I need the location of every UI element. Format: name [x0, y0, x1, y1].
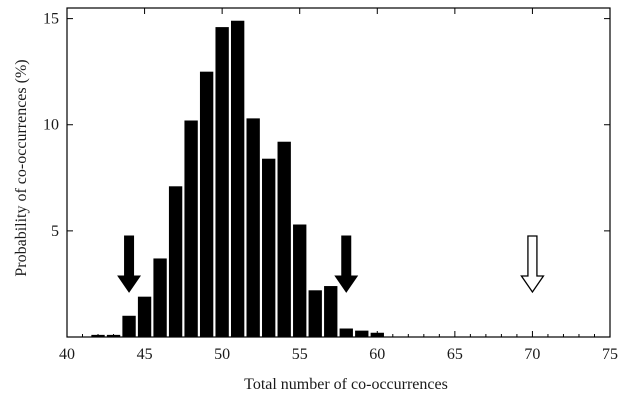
- y-axis-title: Probability of co-occurrences (%): [13, 59, 30, 276]
- x-tick-label: 45: [137, 346, 153, 363]
- arrows-layer: [117, 235, 545, 294]
- x-tick-label: 70: [524, 346, 540, 363]
- bar: [308, 290, 322, 337]
- x-tick-label: 60: [369, 346, 385, 363]
- bar: [324, 286, 338, 337]
- bar: [215, 27, 229, 338]
- x-tick-label: 50: [214, 346, 230, 363]
- bar: [137, 296, 152, 337]
- bars-layer: [91, 20, 384, 338]
- x-tick-label: 75: [602, 346, 618, 363]
- bar: [293, 224, 307, 337]
- y-tick-label: 10: [43, 117, 59, 134]
- x-tick-label: 65: [447, 346, 463, 363]
- x-tick-label: 55: [292, 346, 308, 363]
- y-tick-label: 5: [51, 223, 59, 240]
- bar: [262, 158, 276, 337]
- bar: [246, 118, 260, 337]
- bar: [122, 315, 136, 337]
- bar: [153, 258, 167, 337]
- open-arrow-icon: [520, 235, 545, 294]
- x-axis-title: Total number of co-occurrences: [244, 376, 448, 393]
- bar: [339, 328, 353, 337]
- labels-layer: Total number of co-occurrences Probabili…: [13, 59, 448, 393]
- x-tick-label: 40: [59, 346, 75, 363]
- bar: [199, 71, 214, 337]
- filled-arrow-icon: [334, 235, 359, 293]
- bar: [277, 141, 291, 337]
- axes-layer: 40 45 50 55 60 65 70 75 5 10 15: [43, 7, 618, 363]
- bar: [355, 330, 369, 337]
- bar: [184, 120, 198, 338]
- filled-arrow-icon: [117, 235, 142, 293]
- plot-frame: [66, 7, 611, 338]
- y-tick-label: 15: [43, 11, 59, 28]
- bar: [168, 186, 183, 337]
- bar: [230, 20, 245, 338]
